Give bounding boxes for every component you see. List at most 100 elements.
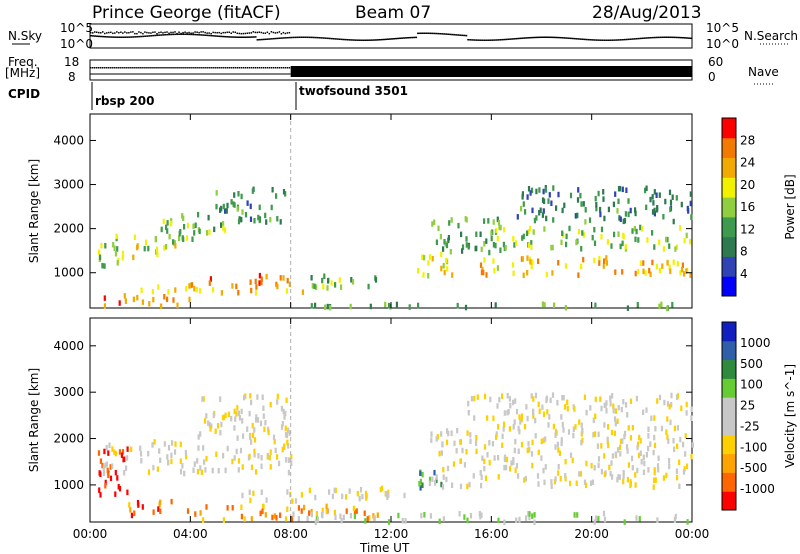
range-cell — [495, 434, 498, 440]
range-cell — [594, 413, 597, 419]
range-cell — [674, 246, 677, 252]
noise-point — [483, 39, 486, 41]
range-cell — [660, 425, 664, 432]
range-cell — [631, 465, 634, 471]
range-cell — [679, 270, 682, 276]
range-cell — [648, 267, 651, 274]
range-cell — [671, 301, 674, 308]
range-cell — [99, 254, 102, 260]
noise-point — [593, 39, 596, 41]
nave-point — [132, 67, 134, 69]
range-cell — [333, 487, 336, 494]
nsearch-point — [188, 31, 190, 34]
range-cell — [152, 509, 155, 515]
noise-point — [687, 37, 690, 39]
range-cell — [528, 511, 531, 517]
range-cell — [527, 441, 530, 447]
noise-point — [366, 39, 369, 41]
range-cell — [666, 416, 669, 422]
colorbar-frame — [721, 321, 737, 511]
range-cell — [679, 225, 682, 231]
noise-point — [415, 36, 418, 39]
range-cell — [673, 425, 676, 432]
noise-point — [222, 35, 225, 38]
range-cell — [220, 421, 223, 428]
noise-point — [322, 37, 325, 39]
range-cell — [250, 516, 253, 522]
range-cell — [352, 505, 355, 512]
range-cell — [475, 448, 478, 455]
range-cell — [581, 428, 584, 435]
noise-point — [505, 38, 508, 41]
range-cell — [557, 191, 560, 198]
nave-tick-bottom: 0 — [708, 70, 716, 84]
range-cell — [678, 483, 681, 489]
range-cell — [107, 450, 110, 456]
range-cell — [603, 422, 606, 428]
range-cell — [530, 451, 534, 457]
noise-point — [417, 32, 420, 35]
noise-point — [308, 36, 311, 39]
range-cell — [420, 512, 423, 519]
range-cell — [580, 263, 583, 270]
freq-label: Freq. — [8, 55, 38, 69]
range-cell — [567, 429, 571, 435]
range-cell — [324, 304, 327, 310]
range-cell — [568, 225, 571, 232]
range-cell — [542, 437, 545, 444]
range-cell — [647, 445, 650, 452]
range-cell — [452, 461, 456, 467]
range-cell — [276, 216, 279, 222]
range-cell — [254, 278, 257, 285]
range-cell — [639, 438, 642, 444]
noise-point — [675, 36, 678, 39]
nave-point — [152, 67, 154, 69]
nsearch-point — [256, 31, 259, 34]
noise-tick-left-bottom: 10^0 — [60, 37, 93, 51]
range-cell — [328, 489, 331, 495]
noise-point — [655, 36, 658, 39]
noise-point — [491, 39, 494, 41]
range-cell — [290, 460, 293, 466]
range-cell — [472, 473, 475, 479]
colorbar-segment — [722, 322, 736, 342]
noise-point — [653, 36, 656, 39]
range-cell — [599, 206, 602, 213]
noise-point — [270, 38, 273, 40]
range-cell — [243, 394, 246, 401]
range-cell — [626, 476, 629, 483]
noise-point — [382, 38, 385, 41]
range-cell — [606, 436, 609, 443]
range-cell — [680, 405, 683, 411]
range-cell — [518, 516, 521, 523]
range-cell — [98, 249, 101, 256]
range-cell — [103, 263, 106, 269]
range-cell — [611, 393, 614, 399]
range-cell — [249, 434, 252, 441]
noise-point — [523, 37, 526, 39]
nave-point — [144, 67, 146, 69]
range-cell — [191, 236, 194, 242]
nave-point — [172, 67, 174, 69]
nsearch-point — [234, 31, 236, 34]
range-cell — [668, 189, 672, 196]
range-cell — [521, 191, 524, 197]
range-cell — [369, 303, 372, 310]
range-cell — [542, 208, 545, 214]
range-cell — [264, 212, 267, 219]
range-cell — [667, 438, 670, 444]
range-cell — [442, 516, 445, 522]
range-cell — [591, 479, 595, 485]
nave-point — [190, 67, 192, 69]
range-cell — [449, 249, 452, 255]
range-cell — [651, 230, 654, 236]
range-cell — [565, 233, 568, 240]
range-cell — [483, 465, 486, 472]
range-cell — [192, 223, 195, 229]
range-cell — [311, 283, 314, 289]
range-cell — [243, 516, 246, 522]
nave-point — [262, 67, 265, 69]
range-cell — [251, 422, 254, 429]
noise-point — [497, 39, 500, 41]
nsearch-point — [260, 31, 263, 34]
